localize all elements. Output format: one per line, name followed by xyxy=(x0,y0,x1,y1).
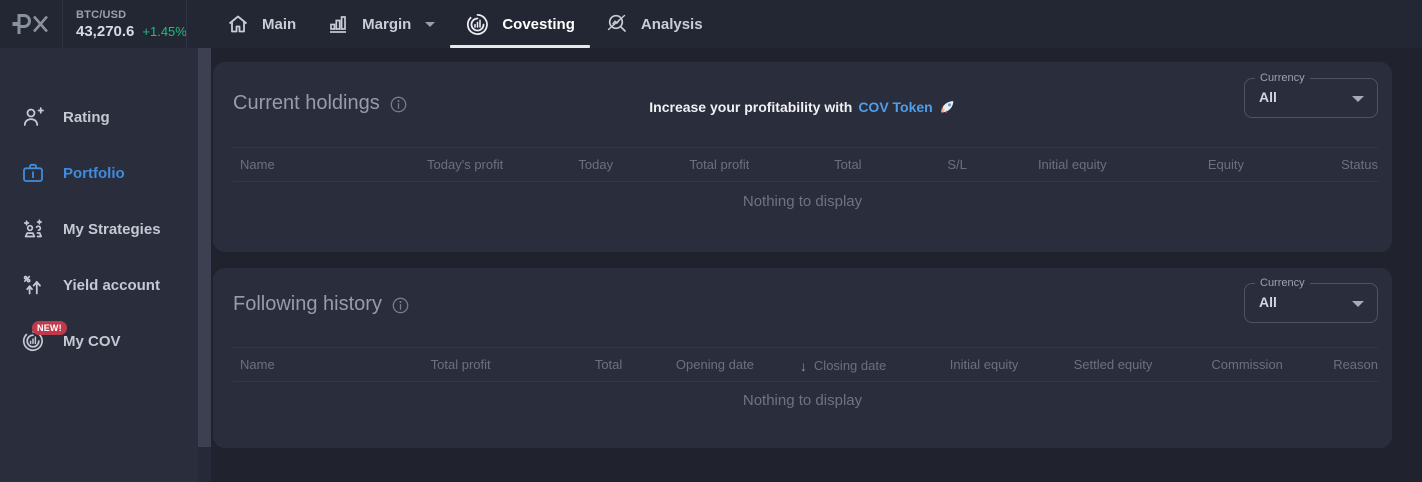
sidebar-item-yield-account[interactable]: Yield account xyxy=(0,257,198,313)
column-header-commission[interactable]: Commission xyxy=(1152,347,1283,382)
scrollbar-track[interactable] xyxy=(198,48,211,482)
sidebar-item-label: Portfolio xyxy=(63,164,125,182)
topbar-divider xyxy=(62,0,63,48)
sidebar-item-portfolio[interactable]: Portfolio xyxy=(0,145,198,201)
chevron-down-icon xyxy=(1352,96,1364,102)
column-header-initial-equity[interactable]: Initial equity xyxy=(886,347,1019,382)
nav-label: Analysis xyxy=(640,15,703,33)
column-header-total[interactable]: Total xyxy=(749,147,862,182)
active-tab-underline xyxy=(450,45,590,48)
chevron-down-icon xyxy=(1352,301,1364,307)
chevron-down-icon xyxy=(425,21,436,27)
new-badge: NEW! xyxy=(32,321,67,335)
sidebar: Rating Portfolio My Strategies xyxy=(0,48,198,482)
instrument-ticker[interactable]: BTC/USD 43,270.6 +1.45% xyxy=(63,0,187,48)
column-header-equity[interactable]: Equity xyxy=(1106,147,1244,182)
ticker-change: +1.45% xyxy=(142,23,187,39)
sidebar-item-my-cov[interactable]: NEW! My COV xyxy=(0,313,198,369)
table-header-row: Name Today's profit Today Total profit T… xyxy=(233,147,1378,182)
sidebar-item-label: My COV xyxy=(63,332,121,350)
cov-token-icon: NEW! xyxy=(21,321,67,353)
sidebar-item-label: My Strategies xyxy=(63,220,161,238)
nav-item-covesting[interactable]: Covesting xyxy=(450,0,590,48)
currency-select-value: All xyxy=(1259,89,1277,105)
cov-token-promo: Increase your profitability with COV Tok… xyxy=(649,98,955,115)
nav-item-margin[interactable]: Margin xyxy=(311,0,450,48)
column-header-sl[interactable]: S/L xyxy=(861,147,967,182)
currency-select-label: Currency xyxy=(1255,277,1310,290)
bar-chart-icon xyxy=(326,12,350,36)
topbar: BTC/USD 43,270.6 +1.45% Main xyxy=(0,0,1422,48)
column-header-status[interactable]: Status xyxy=(1243,147,1378,182)
promo-text: Increase your profitability with xyxy=(649,98,853,115)
column-header-today[interactable]: Today xyxy=(503,147,614,182)
column-header-reason[interactable]: Reason xyxy=(1282,347,1378,382)
person-add-icon xyxy=(21,105,45,129)
column-header-total[interactable]: Total xyxy=(490,347,623,382)
primexbt-logo-icon xyxy=(11,12,51,36)
card-title: Following history xyxy=(233,293,382,315)
holdings-table: Name Today's profit Today Total profit T… xyxy=(233,147,1378,182)
currency-select[interactable]: Currency All xyxy=(1244,277,1378,323)
currency-select-label: Currency xyxy=(1255,72,1310,85)
history-table: Name Total profit Total Opening date ↓ Cl… xyxy=(233,347,1378,382)
empty-state-text: Nothing to display xyxy=(742,193,863,210)
column-header-opening-date[interactable]: Opening date xyxy=(622,347,754,382)
nav-label: Covesting xyxy=(502,15,575,33)
sidebar-item-rating[interactable]: Rating xyxy=(0,89,198,145)
column-header-name[interactable]: Name Today's profit xyxy=(233,147,504,182)
nav-item-analysis[interactable]: Analysis xyxy=(590,0,718,48)
info-icon[interactable] xyxy=(392,297,409,314)
briefcase-icon xyxy=(21,161,45,185)
column-header-total-profit[interactable]: Total profit xyxy=(613,147,750,182)
sort-desc-icon: ↓ xyxy=(799,357,807,374)
column-header-closing-date[interactable]: ↓ Closing date xyxy=(753,347,887,382)
sidebar-item-label: Rating xyxy=(63,108,110,126)
column-header-initial-equity[interactable]: Initial equity xyxy=(966,147,1107,182)
card-title: Current holdings xyxy=(233,92,380,114)
home-icon xyxy=(226,12,250,36)
app-logo[interactable] xyxy=(0,0,62,48)
column-header-name[interactable]: Name Total profit xyxy=(233,347,491,382)
cov-token-link[interactable]: COV Token xyxy=(858,98,933,115)
info-icon[interactable] xyxy=(390,96,407,113)
sidebar-item-my-strategies[interactable]: My Strategies xyxy=(0,201,198,257)
topbar-divider xyxy=(186,0,187,48)
ticker-pair: BTC/USD xyxy=(76,8,127,21)
nav-label: Margin xyxy=(362,15,412,33)
top-navigation: Main Margin Covestin xyxy=(211,0,718,48)
current-holdings-card: Current holdings Increase your profitabi… xyxy=(213,62,1392,252)
yield-percent-icon xyxy=(21,273,45,297)
analysis-icon xyxy=(605,12,629,36)
nav-label: Main xyxy=(262,15,297,33)
scrollbar-thumb[interactable] xyxy=(198,48,211,447)
empty-state-text: Nothing to display xyxy=(742,392,863,409)
rocket-icon xyxy=(939,98,956,115)
table-header-row: Name Total profit Total Opening date ↓ Cl… xyxy=(233,347,1378,382)
currency-select-value: All xyxy=(1259,294,1277,310)
sidebar-item-label: Yield account xyxy=(63,276,160,294)
column-header-settled-equity[interactable]: Settled equity xyxy=(1018,347,1153,382)
nav-item-main[interactable]: Main xyxy=(211,0,311,48)
currency-select[interactable]: Currency All xyxy=(1244,72,1378,118)
following-history-card: Following history Currency All Name Tota… xyxy=(213,268,1392,448)
ticker-price: 43,270.6 xyxy=(76,22,135,40)
covesting-icon xyxy=(465,12,490,37)
strategies-group-icon xyxy=(21,217,45,241)
